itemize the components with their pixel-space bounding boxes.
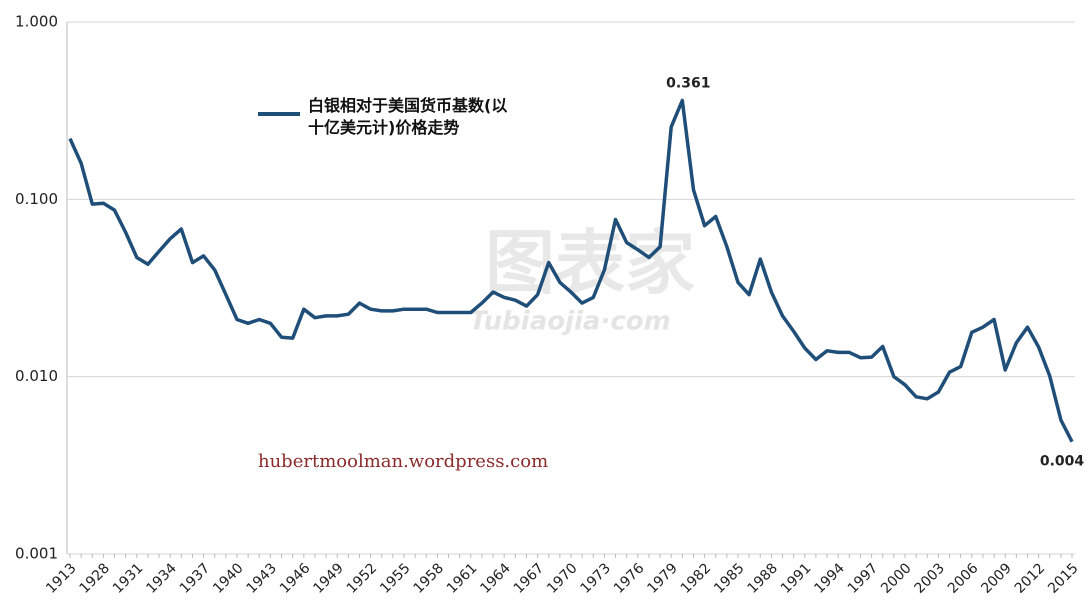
data-label: 0.361: [666, 75, 710, 91]
watermark: 图表家: [485, 222, 695, 304]
x-tick-label: 1997: [845, 560, 882, 597]
x-tick-label: 1943: [244, 560, 281, 597]
x-tick-label: 1988: [745, 560, 782, 597]
x-tick-label: 1970: [544, 560, 581, 597]
y-tick-label: 1.000: [15, 13, 58, 31]
x-tick-label: 1982: [678, 560, 715, 597]
legend-label: 白银相对于美国货币基数(以十亿美元计)价格走势: [308, 96, 508, 137]
x-tick-label: 1967: [511, 560, 548, 597]
x-tick-label: 1991: [778, 560, 815, 597]
x-tick-label: 1952: [344, 560, 381, 597]
x-tick-label: 1961: [444, 560, 481, 597]
x-tick-label: 2012: [1012, 560, 1049, 597]
x-tick-label: 1934: [143, 560, 180, 597]
x-tick-label: 1913: [43, 560, 80, 597]
x-tick-label: 1955: [377, 560, 414, 597]
x-tick-label: 1931: [110, 560, 147, 597]
x-tick-label: 1985: [711, 560, 748, 597]
x-tick-label: 2009: [978, 560, 1015, 597]
x-tick-label: 2003: [912, 560, 949, 597]
x-tick-label: 1958: [411, 560, 448, 597]
x-tick-label: 2006: [945, 560, 982, 597]
x-tick-label: 2000: [878, 560, 915, 597]
series-line: [68, 98, 1074, 443]
x-tick-label: 1964: [477, 560, 514, 597]
y-tick-label: 0.100: [15, 190, 58, 208]
x-tick-label: 1949: [310, 560, 347, 597]
watermark: Tubiaojia·com: [469, 307, 670, 337]
y-tick-label: 0.010: [15, 367, 58, 385]
x-tick-label: 1994: [811, 560, 848, 597]
y-tick-label: 0.001: [15, 545, 58, 563]
x-tick-label: 1976: [611, 560, 648, 597]
x-tick-label: 1946: [277, 560, 314, 597]
x-tick-label: 1979: [644, 560, 681, 597]
x-tick-label: 1973: [578, 560, 615, 597]
data-label: 0.004: [1040, 454, 1085, 470]
x-tick-label: 2015: [1045, 560, 1082, 597]
source-note: hubertmoolman.wordpress.com: [258, 451, 548, 472]
x-tick-label: 1928: [77, 560, 114, 597]
x-tick-label: 1937: [177, 560, 214, 597]
x-tick-label: 1940: [210, 560, 247, 597]
